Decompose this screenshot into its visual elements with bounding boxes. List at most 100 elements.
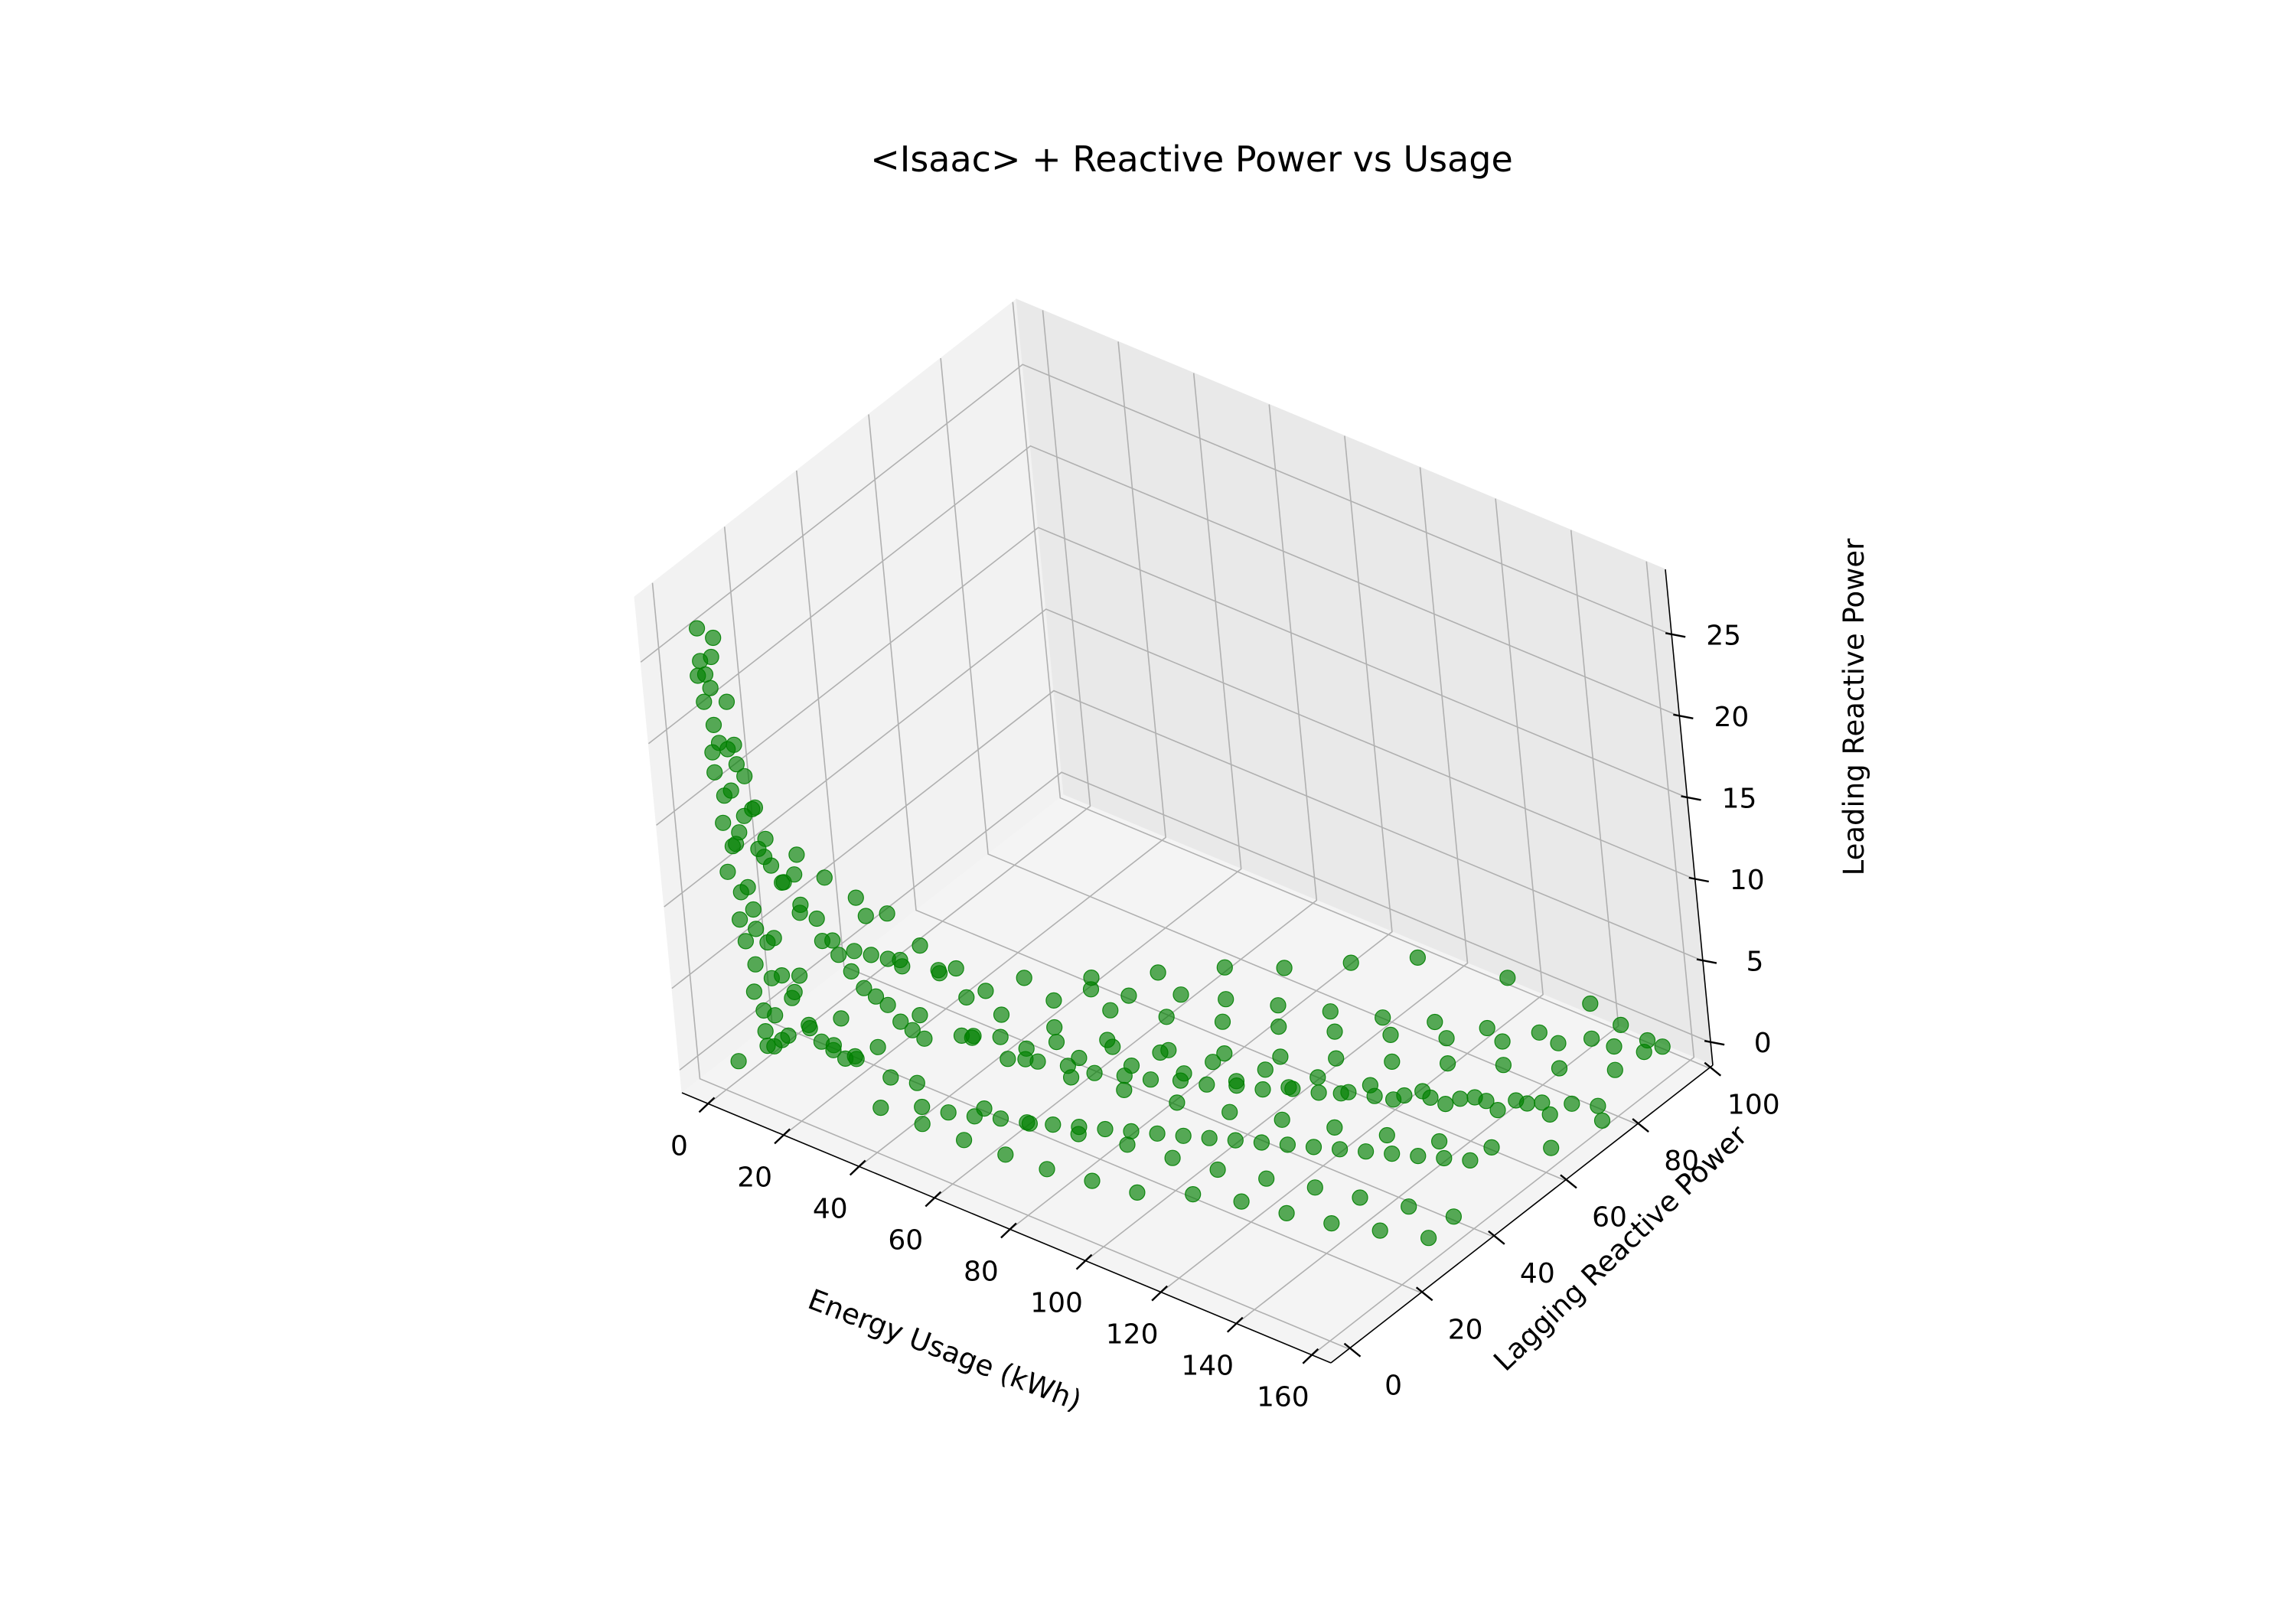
data-point (997, 1146, 1014, 1163)
data-point (1430, 1133, 1448, 1150)
data-point (1352, 1189, 1368, 1206)
y-tick (1632, 1118, 1649, 1133)
data-point (1499, 970, 1516, 986)
data-point (940, 1104, 957, 1121)
grid-line-z (647, 445, 1680, 745)
data-point (696, 693, 713, 710)
data-point (1045, 1116, 1062, 1133)
data-point (1306, 1179, 1323, 1196)
data-point (912, 1006, 928, 1024)
data-point (759, 1037, 776, 1054)
data-point (739, 878, 756, 896)
data-point (1169, 1094, 1186, 1111)
data-point (1116, 1081, 1133, 1099)
data-point (1384, 1091, 1402, 1108)
data-point (1150, 964, 1166, 981)
data-point (1270, 997, 1287, 1014)
data-point (1384, 1145, 1401, 1162)
grid-line-y (1012, 302, 1710, 1069)
data-point (1582, 995, 1599, 1012)
data-point (1541, 1106, 1558, 1123)
data-point (727, 836, 745, 852)
data-point (1272, 1048, 1289, 1065)
y-tick-label: 100 (1727, 1090, 1780, 1121)
y-axis-line (1330, 1064, 1714, 1364)
data-point (1309, 1069, 1326, 1086)
data-point (1427, 1013, 1443, 1031)
x-tick (1226, 1316, 1244, 1333)
data-point (1438, 1030, 1455, 1047)
data-point (1384, 1053, 1401, 1071)
data-point (863, 947, 879, 963)
x-tick-label: 120 (1106, 1319, 1159, 1351)
data-point (833, 1010, 850, 1027)
x-tick-label: 100 (1030, 1288, 1083, 1319)
chart-title: <Isaac> + Reactive Power vs Usage (870, 139, 1513, 180)
y-tick (1704, 1061, 1722, 1077)
data-point (1084, 1172, 1101, 1189)
data-point (1437, 1095, 1454, 1113)
data-point (1613, 1016, 1629, 1034)
data-point (976, 1100, 993, 1117)
data-point (788, 846, 805, 863)
data-point (1129, 1184, 1146, 1201)
data-point (808, 910, 825, 927)
data-point (1357, 1143, 1375, 1160)
data-point (1550, 1035, 1567, 1051)
data-point (773, 966, 791, 984)
data-point (1279, 1136, 1296, 1153)
data-point (916, 1030, 933, 1047)
data-point (1593, 1112, 1611, 1129)
z-tick-label: 5 (1746, 947, 1763, 978)
x-tick-label: 160 (1257, 1382, 1309, 1413)
data-point (1331, 1141, 1349, 1158)
data-point (765, 930, 782, 947)
data-point (1274, 1111, 1290, 1128)
grid-line-x (1160, 498, 1544, 1293)
data-point (1495, 1057, 1512, 1074)
data-point (786, 866, 803, 883)
data-point (1382, 1026, 1399, 1044)
data-point (737, 933, 755, 950)
data-point (882, 1069, 899, 1086)
data-point (1280, 1079, 1297, 1096)
data-point (1172, 986, 1189, 1003)
data-point (1409, 949, 1427, 966)
grid-line-x (1311, 561, 1695, 1356)
data-point (1158, 1009, 1175, 1025)
data-point (784, 989, 801, 1006)
data-point (1636, 1043, 1652, 1061)
data-point (1305, 1139, 1322, 1156)
data-point (705, 716, 722, 734)
data-point (1276, 960, 1293, 976)
x-tick-label: 60 (888, 1225, 923, 1257)
data-point (718, 693, 735, 710)
data-point (1099, 1032, 1116, 1048)
y-tick-label: 60 (1592, 1201, 1627, 1233)
data-point (1483, 1139, 1500, 1156)
data-point (931, 965, 948, 982)
data-point (1214, 1013, 1231, 1030)
data-point (1233, 1193, 1250, 1210)
z-tick-label: 10 (1730, 865, 1765, 896)
data-point (1410, 1147, 1427, 1165)
data-point (736, 768, 753, 784)
data-point (1606, 1061, 1623, 1078)
z-tick (1673, 713, 1694, 720)
grid-line-z (640, 363, 1672, 663)
grid-line-z (664, 608, 1696, 908)
x-tick-label: 40 (813, 1193, 848, 1224)
data-point (1531, 1024, 1548, 1041)
data-point (1257, 1061, 1274, 1078)
data-point (1414, 1083, 1431, 1100)
data-point (1227, 1132, 1244, 1149)
data-point (1583, 1030, 1600, 1047)
y-tick (1415, 1286, 1433, 1302)
data-point (757, 1022, 774, 1040)
z-axis-line (1665, 569, 1714, 1066)
data-point (722, 782, 739, 799)
data-point (702, 680, 719, 696)
data-point (1216, 959, 1233, 976)
